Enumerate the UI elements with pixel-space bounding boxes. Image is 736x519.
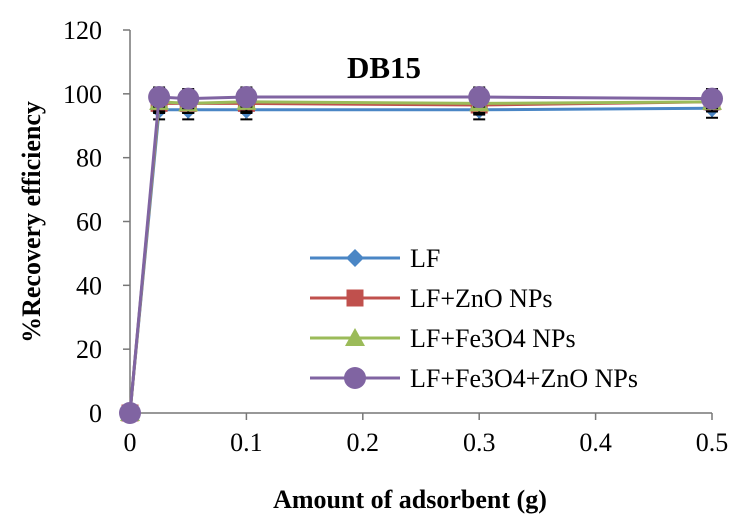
legend-item: LF+ZnO NPs bbox=[310, 284, 553, 313]
series-4 bbox=[119, 86, 723, 424]
y-tick-label: 40 bbox=[76, 271, 102, 300]
data-point bbox=[177, 87, 200, 110]
x-tick-label: 0.3 bbox=[463, 428, 496, 457]
data-point bbox=[148, 86, 171, 109]
x-tick-label: 0.1 bbox=[230, 428, 263, 457]
x-tick-label: 0.4 bbox=[579, 428, 612, 457]
y-tick-label: 0 bbox=[89, 399, 102, 428]
y-tick-label: 120 bbox=[63, 16, 102, 45]
y-tick-label: 60 bbox=[76, 208, 102, 237]
data-point bbox=[119, 402, 141, 424]
legend-marker bbox=[346, 289, 364, 307]
legend-marker bbox=[346, 249, 364, 267]
series-line bbox=[128, 95, 713, 414]
legend-label: LF+ZnO NPs bbox=[410, 284, 553, 313]
x-tick-label: 0.5 bbox=[696, 428, 729, 457]
series-layer bbox=[119, 86, 723, 424]
legend-item: LF+Fe3O4+ZnO NPs bbox=[310, 364, 638, 393]
data-point bbox=[235, 86, 258, 109]
x-axis-label: Amount of adsorbent (g) bbox=[273, 485, 547, 514]
y-axis-label: %Recovery efficiency bbox=[17, 101, 46, 343]
legend-label: LF+Fe3O4+ZnO NPs bbox=[410, 364, 638, 393]
legend-label: LF+Fe3O4 NPs bbox=[410, 324, 576, 353]
y-tick-label: 100 bbox=[63, 80, 102, 109]
legend-item: LF+Fe3O4 NPs bbox=[310, 324, 576, 353]
x-tick-label: 0 bbox=[124, 428, 137, 457]
y-tick-label: 20 bbox=[76, 335, 102, 364]
x-tick-label: 0.2 bbox=[347, 428, 380, 457]
legend-label: LF bbox=[410, 244, 440, 273]
axes bbox=[123, 29, 713, 420]
data-point bbox=[468, 86, 491, 109]
legend: LF LF+ZnO NPs LF+Fe3O4 NPs LF+Fe3O4+ZnO NPs bbox=[310, 244, 638, 393]
tick-labels: 0 20 40 60 80 100 120 0 0.1 0.2 0.3 0.4 0.5 bbox=[63, 16, 728, 457]
chart-title: DB15 bbox=[347, 50, 421, 85]
legend-marker bbox=[345, 328, 365, 346]
legend-marker bbox=[344, 367, 366, 389]
data-point bbox=[701, 87, 723, 110]
y-tick-label: 80 bbox=[76, 144, 102, 173]
legend-item: LF bbox=[310, 244, 440, 273]
